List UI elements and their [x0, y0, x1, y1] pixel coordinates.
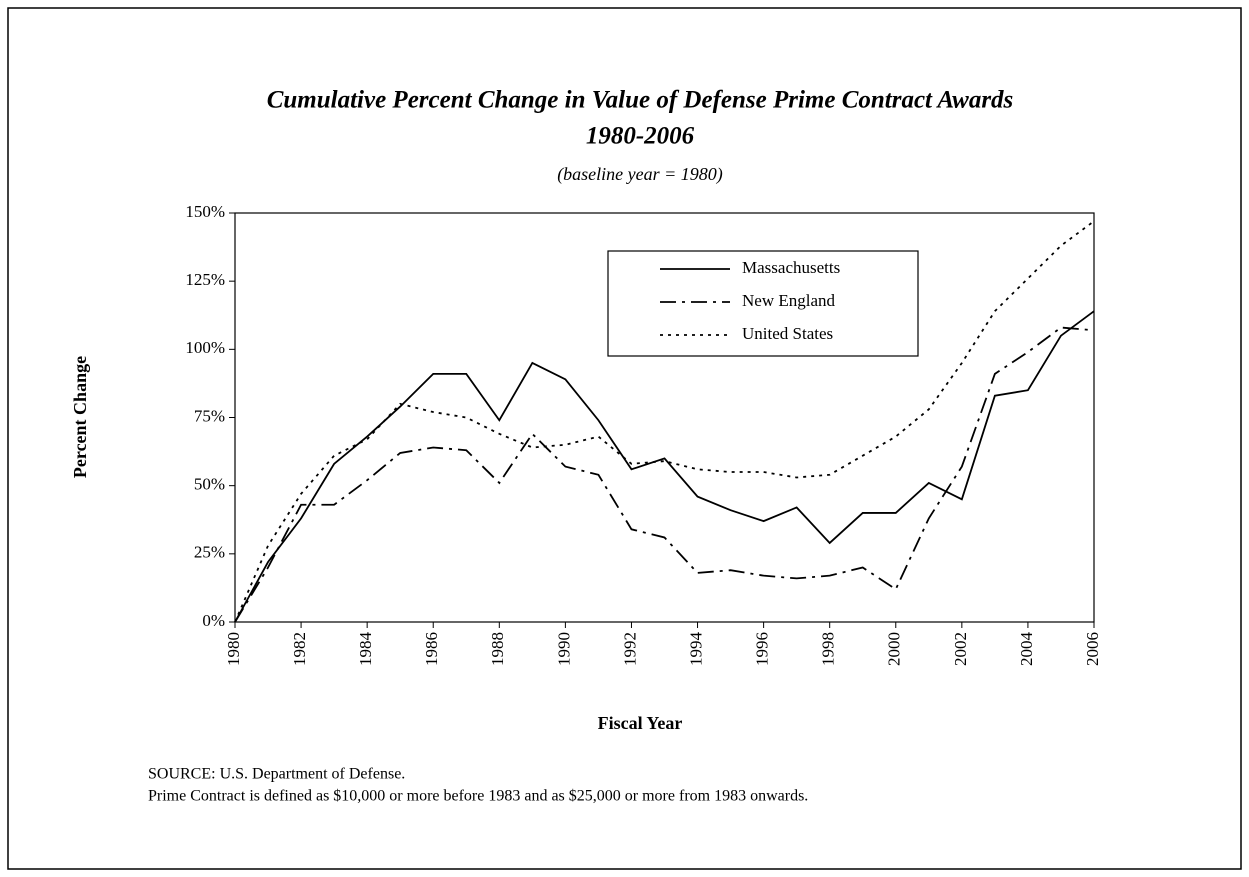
x-tick-label: 1990	[554, 632, 573, 666]
x-tick-label: 2000	[885, 632, 904, 666]
y-tick-label: 150%	[185, 202, 225, 221]
chart-title: Cumulative Percent Change in Value of De…	[267, 87, 1014, 114]
y-tick-label: 25%	[194, 543, 225, 562]
x-tick-label: 1998	[819, 632, 838, 666]
series-line	[234, 220, 1095, 623]
x-tick-label: 2006	[1083, 632, 1102, 666]
note: Prime Contract is defined as $10,000 or …	[148, 788, 808, 805]
legend-label: United States	[742, 324, 833, 343]
x-tick-label: 1992	[620, 632, 639, 666]
note: SOURCE: U.S. Department of Defense.	[148, 766, 405, 783]
legend-box	[607, 250, 919, 357]
x-tick-label: 1986	[422, 632, 441, 666]
frame	[7, 7, 1242, 870]
x-tick-label: 1984	[356, 632, 375, 667]
series-line	[234, 326, 1095, 623]
x-tick-label: 2004	[1017, 632, 1036, 667]
x-tick-label: 1988	[488, 632, 507, 666]
x-tick-label: 1996	[753, 632, 772, 666]
x-tick-label: 1982	[290, 632, 309, 666]
x-tick-label: 1994	[686, 632, 705, 667]
x-tick-label: 1980	[224, 632, 243, 666]
y-tick-label: 125%	[185, 270, 225, 289]
y-tick-label: 75%	[194, 406, 225, 425]
x-axis-label: Fiscal Year	[598, 713, 683, 733]
y-tick-label: 0%	[202, 611, 225, 630]
legend-label: New England	[742, 291, 836, 310]
chart-title: 1980-2006	[586, 123, 695, 150]
x-tick-label: 2002	[951, 632, 970, 666]
legend-label: Massachusetts	[742, 258, 840, 277]
y-axis-label: Percent Change	[70, 356, 90, 478]
y-tick-label: 50%	[194, 475, 225, 494]
chart-subtitle: (baseline year = 1980)	[557, 164, 723, 185]
y-tick-label: 100%	[185, 338, 225, 357]
